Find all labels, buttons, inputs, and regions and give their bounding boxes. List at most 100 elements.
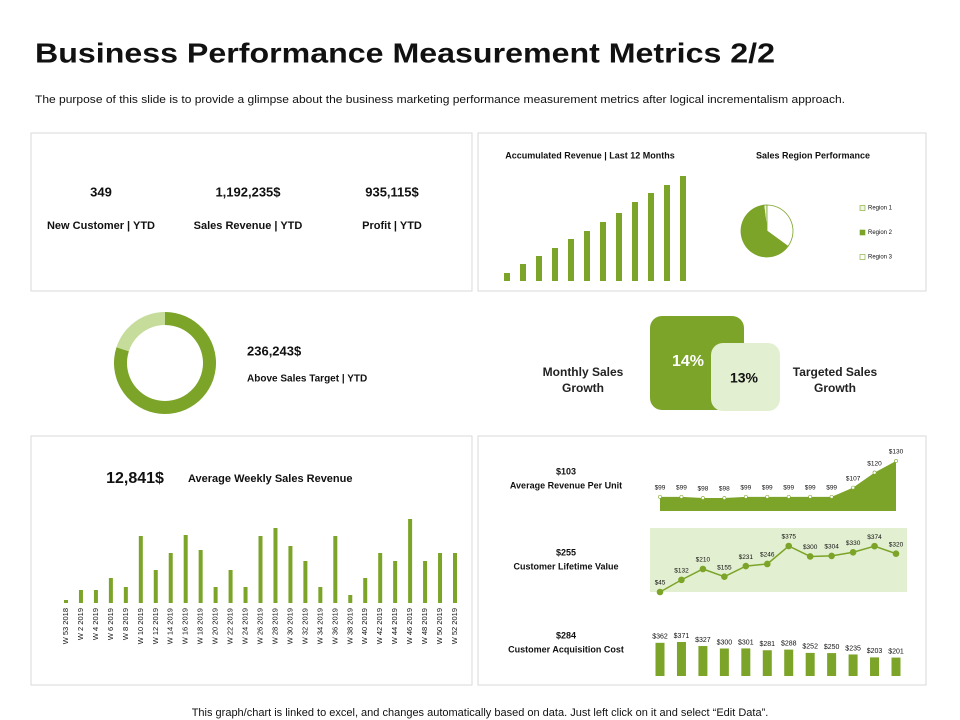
x-tick-label: W 48 2019	[420, 608, 429, 644]
point	[743, 494, 748, 499]
data-label: $210	[696, 557, 711, 564]
data-label: $330	[846, 540, 861, 547]
x-tick-label: W 30 2019	[285, 608, 294, 644]
bar	[393, 561, 398, 603]
point	[701, 496, 705, 500]
footer: This graph/chart is linked to excel, and…	[192, 707, 769, 719]
bar	[348, 595, 353, 603]
x-tick-label: W 22 2019	[226, 608, 235, 644]
point	[806, 553, 814, 560]
data-label: $132	[674, 568, 689, 575]
bar	[568, 239, 574, 281]
bar	[258, 536, 263, 603]
data-label: $320	[889, 541, 904, 548]
legend-swatch	[859, 254, 866, 260]
point	[894, 459, 898, 463]
data-label: $130	[889, 449, 904, 456]
data-label: $300	[803, 544, 818, 551]
target-label: Above Sales Target | YTD	[247, 374, 367, 385]
bar	[616, 213, 622, 281]
data-label: $99	[805, 485, 816, 492]
bar	[318, 587, 323, 603]
x-tick-label: W 6 2019	[106, 608, 115, 640]
x-tick-label: W 10 2019	[136, 608, 145, 644]
bar	[408, 519, 413, 603]
data-label: $99	[783, 485, 794, 492]
bar	[552, 248, 558, 281]
pie-slice	[740, 204, 789, 258]
plot-background	[650, 528, 907, 592]
bar	[168, 553, 173, 603]
point	[892, 550, 900, 557]
bar	[584, 231, 590, 281]
legend-label: Region 3	[868, 255, 893, 261]
bar	[93, 590, 98, 603]
point	[828, 552, 835, 560]
x-tick-label: W 50 2019	[435, 608, 444, 644]
x-tick-label: W 28 2019	[270, 608, 279, 644]
data-label: $300	[717, 639, 733, 646]
data-label: $235	[845, 645, 861, 652]
point	[872, 470, 877, 475]
bar	[228, 570, 233, 603]
x-tick-label: W 36 2019	[330, 608, 339, 644]
bar	[784, 649, 794, 676]
x-tick-label: W 14 2019	[166, 608, 175, 644]
data-label: $99	[655, 485, 666, 492]
data-label: $252	[802, 644, 818, 651]
bar	[378, 553, 383, 603]
data-label: $120	[867, 460, 882, 467]
subtitle: The purpose of this slide is to provide …	[35, 94, 845, 106]
kpi-label: New Customer | YTD	[47, 220, 155, 232]
point	[829, 494, 834, 499]
point	[851, 485, 855, 490]
chart-title: Accumulated Revenue | Last 12 Months	[505, 150, 675, 160]
point	[722, 496, 727, 500]
bar	[600, 222, 606, 281]
title: Business Performance Measurement Metrics…	[35, 37, 775, 68]
point	[765, 494, 770, 499]
panel	[30, 132, 473, 292]
bar	[848, 654, 858, 676]
point	[721, 573, 728, 580]
x-tick-label: W 42 2019	[375, 608, 384, 644]
data-label: $375	[781, 534, 796, 541]
headline: 12,841$	[106, 470, 164, 487]
x-tick-label: W 18 2019	[196, 608, 205, 644]
bar	[741, 648, 751, 676]
chart-title: Customer Acquisition Cost	[508, 644, 624, 654]
bar	[273, 528, 278, 603]
data-label: $304	[824, 544, 839, 551]
point	[699, 565, 707, 573]
point	[679, 494, 684, 499]
data-label: $203	[867, 648, 883, 655]
data-label: $301	[738, 639, 754, 646]
x-tick-label: W 40 2019	[360, 608, 369, 644]
data-label: $99	[826, 485, 837, 492]
data-label: $327	[695, 637, 711, 644]
data-label: $98	[719, 486, 730, 493]
bar	[827, 653, 837, 676]
point	[786, 494, 791, 499]
bar	[78, 590, 83, 603]
x-tick-label: W 2 2019	[76, 608, 85, 640]
line	[659, 545, 897, 593]
point	[763, 560, 771, 568]
x-tick-label: W 52 2019	[450, 608, 459, 644]
data-label: $201	[888, 648, 904, 655]
data-label: $374	[867, 534, 882, 541]
legend-swatch	[859, 205, 866, 211]
point	[871, 542, 878, 550]
legend-label: Region 1	[868, 206, 893, 212]
x-tick-label: W 44 2019	[390, 608, 399, 644]
chart-title: Sales Region Performance	[756, 150, 870, 160]
growth-box	[711, 343, 780, 411]
data-label: $246	[760, 552, 775, 559]
bar	[213, 587, 218, 603]
bar	[153, 570, 158, 603]
bar	[664, 185, 670, 281]
point	[678, 576, 685, 584]
bar	[536, 256, 542, 281]
kpi-value: 1,192,235$	[215, 184, 281, 199]
